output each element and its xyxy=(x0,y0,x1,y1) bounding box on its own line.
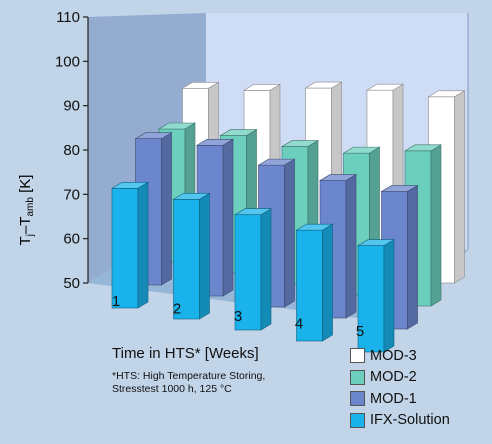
legend: MOD-3 MOD-2 MOD-1 IFX-Solution xyxy=(350,345,450,431)
x-tick-label: 4 xyxy=(295,316,303,333)
legend-item-mod2: MOD-2 xyxy=(350,367,450,389)
legend-label-mod1: MOD-1 xyxy=(370,391,417,407)
legend-swatch-mod2 xyxy=(350,370,365,385)
legend-label-ifx: IFX-Solution xyxy=(370,412,450,428)
x-tick-label: 2 xyxy=(173,301,181,318)
x-tick-label: 3 xyxy=(234,308,242,325)
y-tick-label: 50 xyxy=(63,275,80,292)
y-tick-label: 100 xyxy=(55,53,80,70)
y-axis-label: Tj–Tamb [K] xyxy=(17,175,36,246)
legend-swatch-mod3 xyxy=(350,348,365,363)
y-tick-label: 110 xyxy=(56,9,80,26)
x-axis-label: Time in HTS* [Weeks] xyxy=(112,345,259,362)
x-tick-label: 1 xyxy=(112,293,120,310)
x-tick-label: 5 xyxy=(356,323,364,340)
legend-item-ifx: IFX-Solution xyxy=(350,410,450,432)
y-tick-label: 60 xyxy=(63,231,80,248)
y-axis: 50 60 70 80 90 100 110 xyxy=(55,9,88,292)
footnote-line-1: *HTS: High Temperature Storing, xyxy=(112,370,342,383)
bar-ifx-solution-week-1 xyxy=(112,182,148,308)
x-axis-title-block: Time in HTS* [Weeks] xyxy=(112,345,259,362)
footnote-line-2: Stresstest 1000 h, 125 °C xyxy=(112,383,342,396)
legend-swatch-ifx xyxy=(350,413,365,428)
y-tick-label: 80 xyxy=(63,142,80,159)
legend-item-mod3: MOD-3 xyxy=(350,345,450,367)
legend-item-mod1: MOD-1 xyxy=(350,388,450,410)
legend-label-mod2: MOD-2 xyxy=(370,369,417,385)
footnote: *HTS: High Temperature Storing, Stresste… xyxy=(112,370,342,396)
legend-label-mod3: MOD-3 xyxy=(370,348,417,364)
y-tick-label: 70 xyxy=(63,186,80,203)
legend-swatch-mod1 xyxy=(350,391,365,406)
y-tick-label: 90 xyxy=(63,98,80,115)
